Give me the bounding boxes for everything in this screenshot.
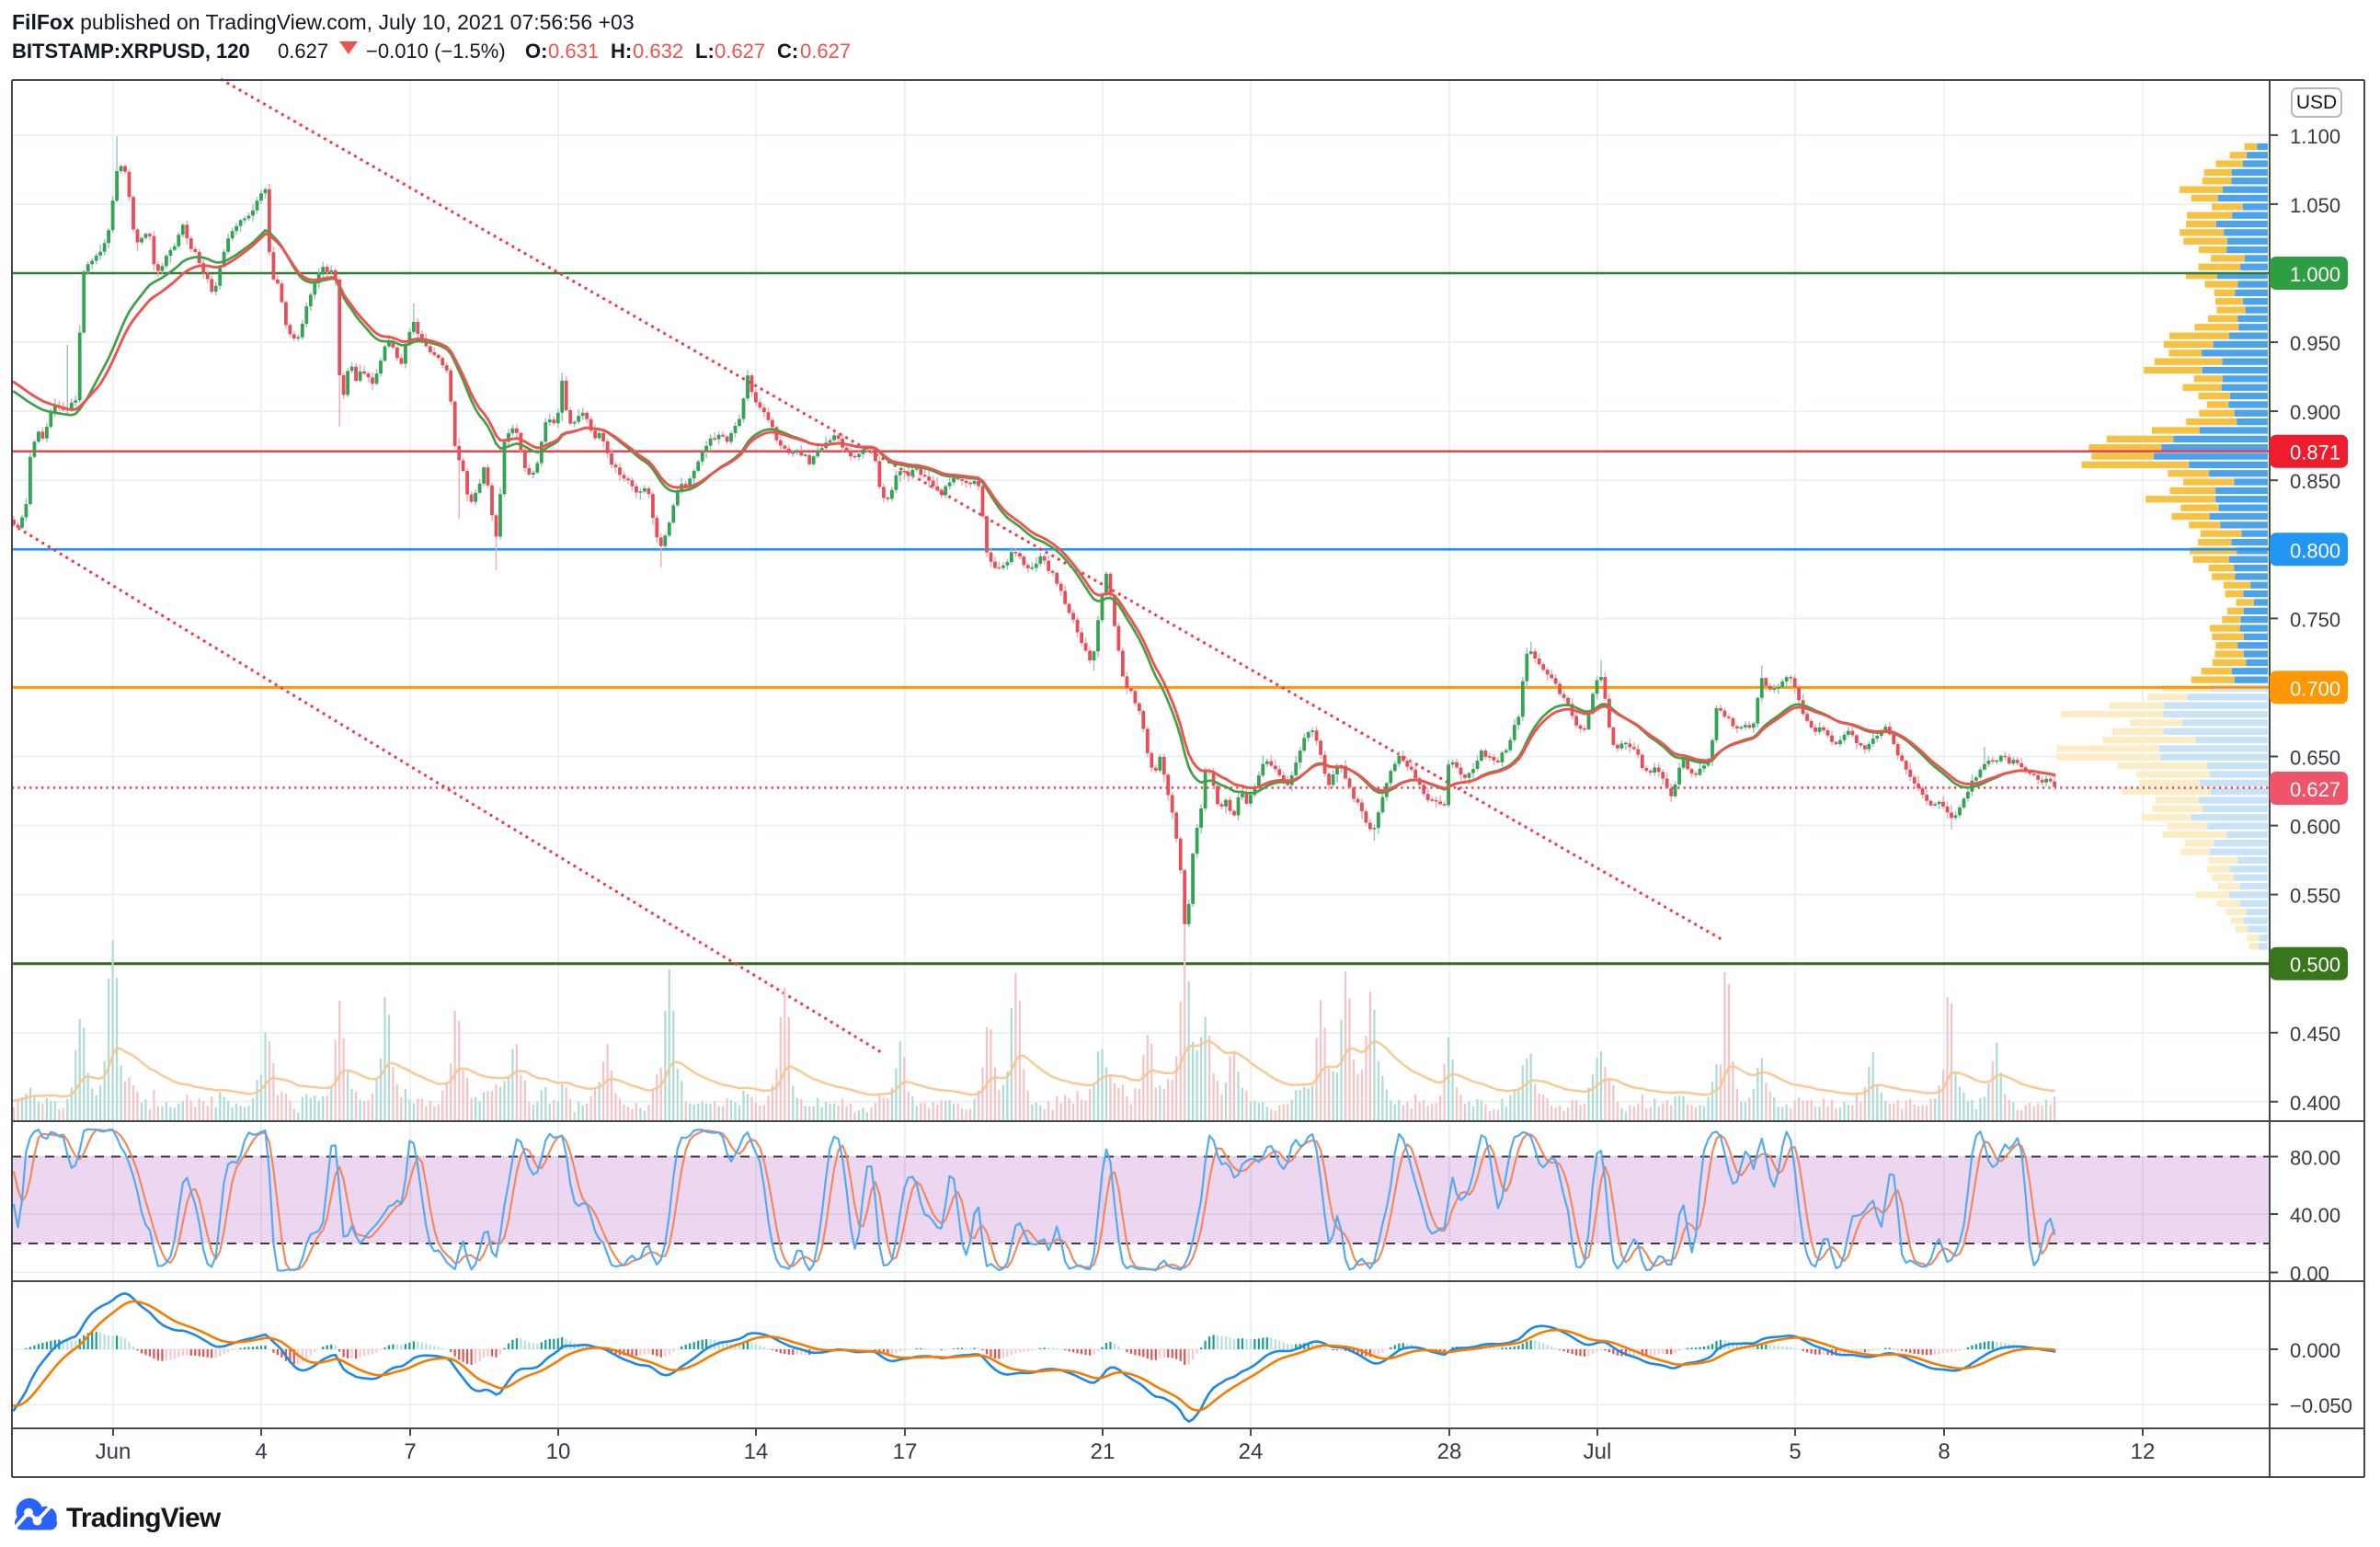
svg-text:0.871: 0.871 [2290, 441, 2340, 464]
svg-text:H:: H: [611, 40, 632, 63]
svg-text:7: 7 [404, 1439, 416, 1464]
svg-text:28: 28 [1437, 1439, 1462, 1464]
svg-text:0.950: 0.950 [2290, 332, 2340, 355]
svg-text:10: 10 [546, 1439, 571, 1464]
svg-text:Jun: Jun [96, 1439, 132, 1464]
svg-text:FilFox published on TradingVie: FilFox published on TradingView.com, Jul… [12, 10, 635, 34]
svg-text:0.400: 0.400 [2290, 1092, 2340, 1115]
svg-text:USD: USD [2296, 92, 2337, 113]
svg-text:14: 14 [744, 1439, 769, 1464]
svg-text:−0.050: −0.050 [2290, 1394, 2352, 1417]
svg-text:17: 17 [893, 1439, 918, 1464]
svg-text:0.750: 0.750 [2290, 608, 2340, 631]
svg-text:−0.010 (−1.5%): −0.010 (−1.5%) [366, 40, 506, 63]
svg-text:0.600: 0.600 [2290, 816, 2340, 839]
svg-text:L:: L: [695, 40, 715, 63]
svg-text:TradingView: TradingView [66, 1503, 222, 1533]
svg-text:0.631: 0.631 [548, 40, 599, 63]
svg-text:8: 8 [1938, 1439, 1950, 1464]
svg-text:0.627: 0.627 [800, 40, 851, 63]
svg-text:21: 21 [1091, 1439, 1116, 1464]
svg-text:12: 12 [2131, 1439, 2156, 1464]
svg-text:0.800: 0.800 [2290, 539, 2340, 562]
svg-text:0.850: 0.850 [2290, 470, 2340, 493]
svg-text:0.700: 0.700 [2290, 677, 2340, 700]
svg-text:1.050: 1.050 [2290, 194, 2340, 217]
svg-text:0.650: 0.650 [2290, 747, 2340, 770]
svg-text:1.100: 1.100 [2290, 125, 2340, 148]
svg-text:0.627: 0.627 [715, 40, 765, 63]
svg-text:0.627: 0.627 [278, 40, 328, 63]
svg-text:80.00: 80.00 [2290, 1147, 2340, 1170]
svg-text:0.627: 0.627 [2290, 778, 2340, 801]
svg-text:40.00: 40.00 [2290, 1204, 2340, 1227]
svg-text:0.000: 0.000 [2290, 1339, 2340, 1362]
svg-text:0.900: 0.900 [2290, 401, 2340, 424]
svg-text:Jul: Jul [1584, 1439, 1612, 1464]
svg-text:BITSTAMP:XRPUSD, 120: BITSTAMP:XRPUSD, 120 [12, 40, 250, 63]
svg-text:4: 4 [255, 1439, 267, 1464]
svg-text:1.000: 1.000 [2290, 263, 2340, 286]
svg-text:0.450: 0.450 [2290, 1023, 2340, 1046]
svg-text:O:: O: [525, 40, 547, 63]
svg-text:0.550: 0.550 [2290, 885, 2340, 908]
svg-text:24: 24 [1239, 1439, 1264, 1464]
svg-text:0.500: 0.500 [2290, 954, 2340, 977]
svg-text:0.00: 0.00 [2290, 1263, 2329, 1286]
svg-text:5: 5 [1789, 1439, 1801, 1464]
svg-text:0.632: 0.632 [633, 40, 683, 63]
svg-text:C:: C: [777, 40, 798, 63]
